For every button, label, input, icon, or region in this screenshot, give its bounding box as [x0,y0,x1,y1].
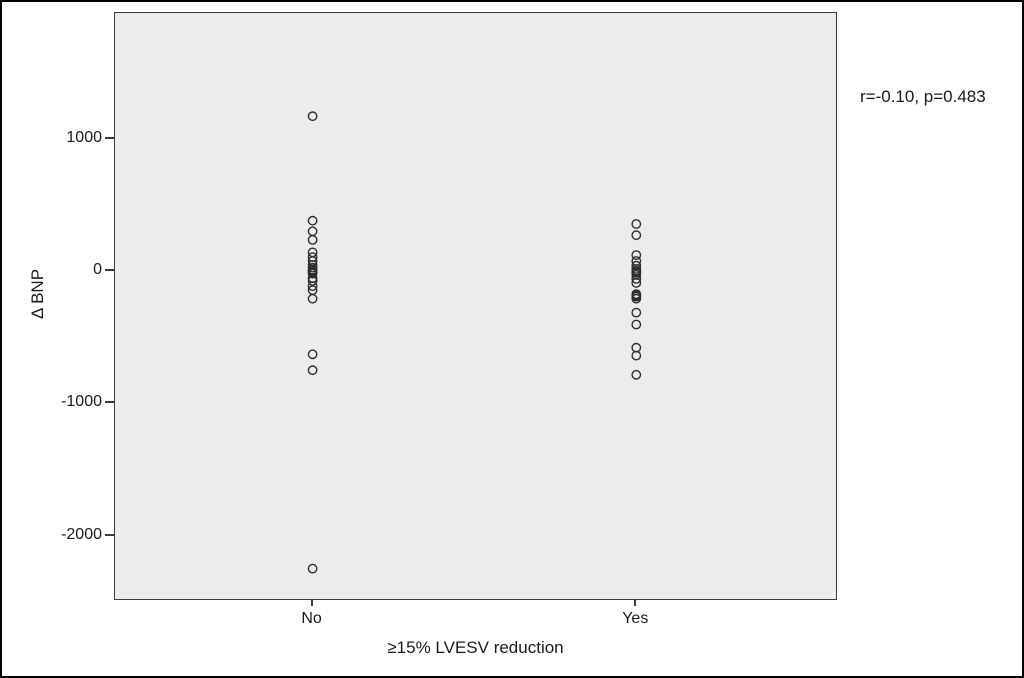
y-tick-label: -2000 [61,525,102,543]
data-point [307,275,318,286]
data-point [631,307,642,318]
data-point [307,349,318,360]
data-point [631,219,642,229]
y-tick-label: -1000 [61,393,102,411]
data-point [307,281,318,292]
data-point [307,226,318,237]
y-tick-mark [105,268,114,271]
data-point [307,234,318,245]
x-axis-title: ≥15% LVESV reduction [387,638,564,657]
data-point [307,215,318,226]
y-tick-mark [105,401,114,404]
data-point [631,350,642,361]
data-point [307,111,318,122]
data-point [631,342,642,353]
data-point [631,273,642,284]
data-point [307,563,318,574]
data-point [307,293,318,304]
x-tick-mark [634,600,637,606]
data-point [631,319,642,330]
data-point [631,230,642,241]
scatter-points [307,111,642,574]
y-tick-label: 1000 [66,128,102,146]
y-tick-mark [105,533,114,536]
data-point [631,277,642,288]
data-point [631,260,642,271]
x-tick-label-yes: Yes [622,610,649,627]
data-point [307,365,318,376]
y-tick-mark [105,136,114,139]
data-point [631,293,642,304]
data-point [631,369,642,380]
data-point [307,268,318,279]
y-tick-label: 0 [93,260,102,278]
x-tick-label-no: No [301,610,322,627]
plot-area [114,12,837,600]
x-tick-mark [310,600,313,606]
data-point [631,250,642,261]
correlation-annotation: r=-0.10, p=0.483 [860,87,986,106]
